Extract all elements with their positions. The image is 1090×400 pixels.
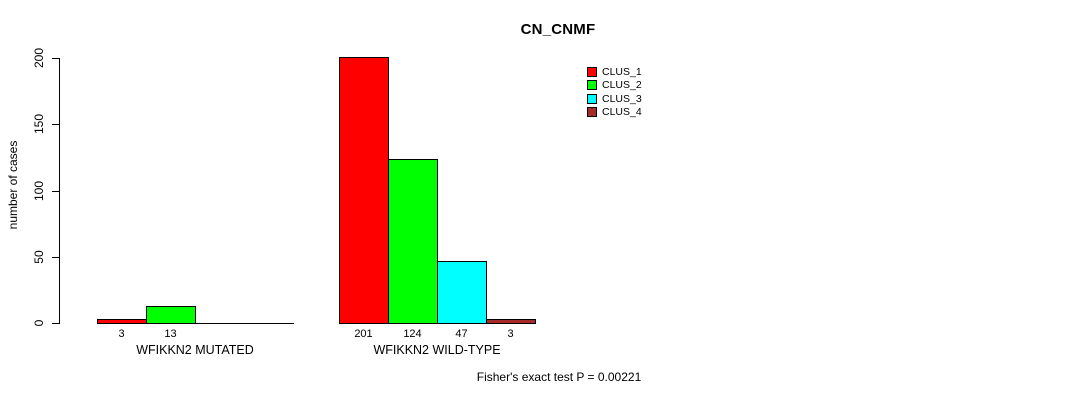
bar — [486, 319, 536, 324]
legend-swatch — [587, 67, 597, 77]
legend-label: CLUS_3 — [602, 92, 642, 105]
y-axis-tick-label: 200 — [32, 47, 46, 69]
bar — [339, 57, 389, 324]
chart-title: CN_CNMF — [520, 21, 596, 38]
legend-item: CLUS_2 — [587, 79, 642, 91]
legend-item: CLUS_1 — [587, 66, 642, 78]
y-axis-tick-label: 0 — [32, 319, 46, 327]
y-axis-line — [59, 58, 60, 324]
bar-value-label: 3 — [507, 328, 514, 340]
y-axis-tick — [52, 191, 59, 192]
x-axis-group-label: WFIKKN2 MUTATED — [136, 343, 254, 357]
y-axis-tick — [52, 323, 59, 324]
y-axis-tick — [52, 124, 59, 125]
y-axis-tick — [52, 58, 59, 59]
y-axis-tick-label: 100 — [32, 180, 46, 202]
bar-value-label: 124 — [403, 328, 422, 340]
legend-swatch — [587, 93, 597, 104]
bar — [437, 261, 487, 324]
legend-item: CLUS_3 — [587, 93, 642, 105]
y-axis-tick-label: 50 — [32, 250, 46, 264]
bar-value-label: 3 — [118, 328, 125, 340]
bar — [97, 319, 147, 324]
p-value-annotation: Fisher's exact test P = 0.00221 — [476, 370, 642, 384]
legend-swatch — [587, 106, 597, 117]
legend-item: CLUS_4 — [587, 106, 642, 118]
bar — [146, 306, 196, 324]
legend-label: CLUS_2 — [602, 79, 642, 92]
x-axis-group-label: WFIKKN2 WILD-TYPE — [373, 343, 501, 357]
y-axis-tick-label: 150 — [32, 113, 46, 135]
bar-value-label: 201 — [354, 328, 373, 340]
legend-label: CLUS_4 — [602, 105, 642, 118]
legend-label: CLUS_1 — [602, 66, 642, 78]
bar — [388, 159, 438, 324]
legend-swatch — [587, 80, 597, 91]
y-axis-tick — [52, 257, 59, 258]
bar-value-label: 47 — [455, 328, 468, 340]
bar-value-label: 13 — [164, 328, 177, 340]
